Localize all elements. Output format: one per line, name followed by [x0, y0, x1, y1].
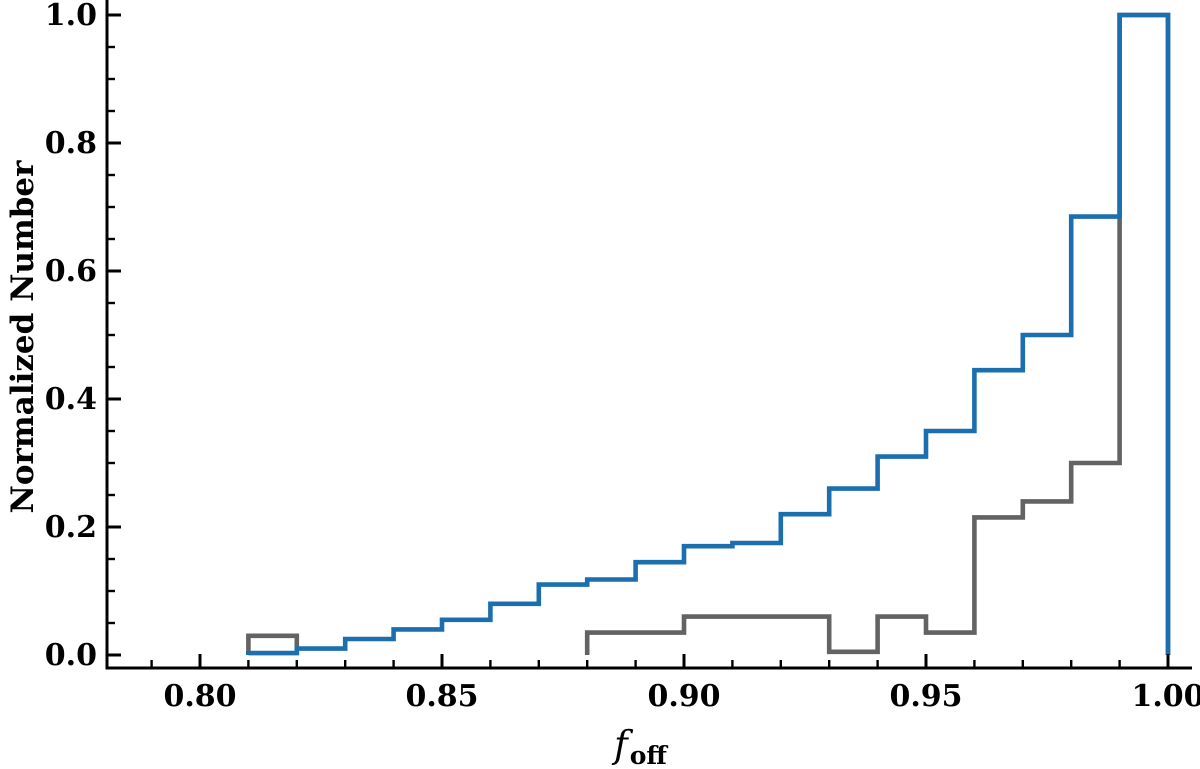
y-tick-label: 0.0: [45, 638, 97, 673]
blue-histogram: [246, 12, 1171, 656]
axes: [105, 0, 1192, 670]
x-tick-label: 0.85: [405, 679, 478, 714]
x-tick-label: 0.90: [647, 679, 720, 714]
x-ticks: 0.80 0.85 0.90 0.95 1.00: [150, 654, 1200, 714]
y-ticks: 0.0 0.2 0.4 0.6 0.8 1.0: [45, 0, 121, 673]
x-tick-label: 0.95: [889, 679, 962, 714]
blue-histogram-path: [246, 12, 1171, 656]
x-tick-label: 1.00: [1131, 679, 1200, 714]
y-axis-title: Normalized Number: [5, 160, 41, 514]
y-tick-label: 0.2: [45, 510, 97, 545]
y-tick-label: 0.8: [45, 126, 97, 161]
x-axis-title: foff: [611, 723, 668, 769]
y-tick-label: 0.4: [45, 382, 97, 417]
gray-histogram: [246, 12, 1171, 655]
gray-histogram-path: [584, 12, 1171, 655]
y-tick-label: 0.6: [45, 254, 97, 289]
x-tick-label: 0.80: [163, 679, 236, 714]
gray-histogram-path: [246, 633, 300, 655]
y-tick-label: 1.0: [45, 0, 97, 33]
